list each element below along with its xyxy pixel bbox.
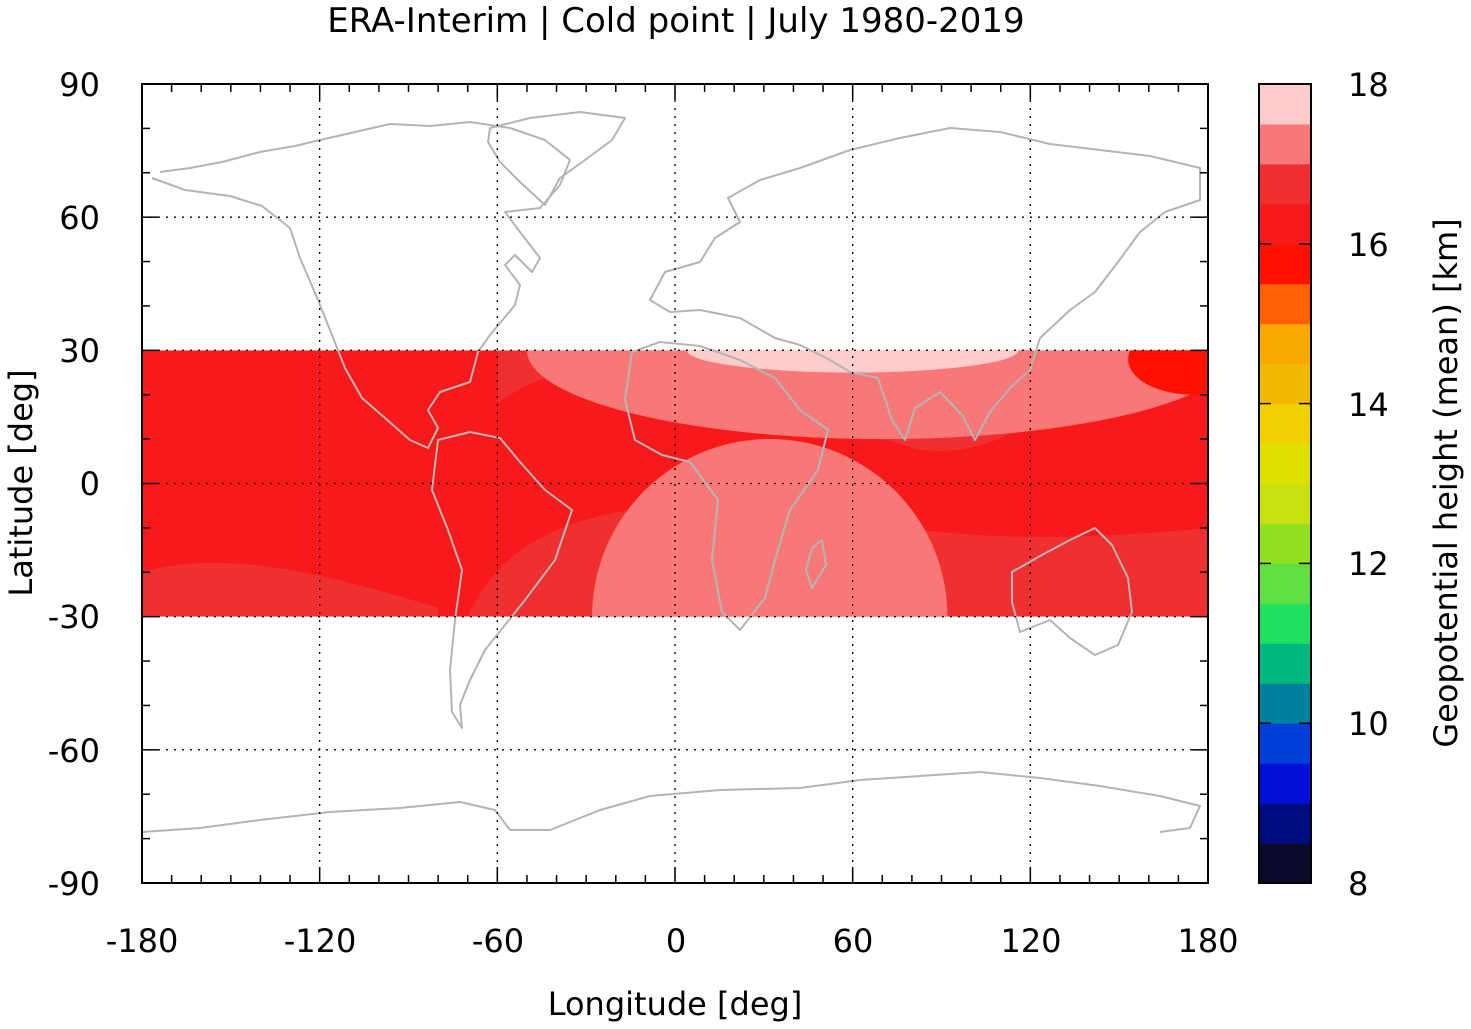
contour-arabian-tibetan-high: [527, 350, 1208, 440]
coastline-australia: [1011, 527, 1133, 656]
coastline-north-america: [151, 121, 571, 449]
x-tick-label: -120: [284, 922, 357, 960]
y-tick-label: -90: [48, 865, 100, 903]
y-axis-label: Latitude [deg]: [2, 369, 40, 596]
colorbar-tick-label: 14: [1348, 386, 1389, 424]
colorbar-swatch: [1259, 283, 1311, 325]
plot-frame: [141, 83, 1209, 884]
x-tick-label: 0: [666, 922, 686, 960]
grid: [142, 84, 1208, 883]
colorbar-tick-label: 8: [1348, 865, 1368, 903]
colorbar-swatch: [1259, 403, 1311, 445]
colorbar-frame: [1258, 83, 1312, 884]
coastline-greenland: [487, 111, 626, 206]
chart-title: ERA-Interim | Cold point | July 1980-201…: [327, 1, 1024, 41]
colorbar-swatch: [1259, 643, 1311, 684]
x-tick-label: 120: [1000, 922, 1061, 960]
colorbar-swatch: [1259, 843, 1311, 884]
y-tick-label: 0: [80, 465, 100, 503]
x-axis-label: Longitude [deg]: [548, 985, 803, 1023]
colorbar-swatch: [1259, 323, 1311, 365]
x-tick-label: -60: [472, 922, 524, 960]
y-tick-label: 90: [59, 66, 100, 104]
colorbar-swatch: [1259, 803, 1311, 844]
colorbar-swatch: [1259, 483, 1311, 524]
colorbar-swatch: [1259, 123, 1311, 165]
coastline-south-america: [431, 431, 573, 729]
colorbar-swatch: [1259, 243, 1311, 285]
colorbar-swatch: [1259, 163, 1311, 205]
y-tick-label: -60: [48, 732, 100, 770]
coastlines: [141, 111, 1201, 833]
colorbar-swatch: [1259, 683, 1311, 724]
x-tick-label: 60: [833, 922, 874, 960]
y-tick-label: 30: [59, 332, 100, 370]
x-tick-labels: -180 -120 -60 0 60 120 180: [106, 922, 1239, 960]
y-tick-label: -30: [48, 598, 100, 636]
colorbar-tick-label: 18: [1348, 66, 1389, 104]
colorbar-swatch: [1259, 523, 1311, 564]
coastline-madagascar: [805, 539, 827, 589]
coastline-antarctica: [141, 771, 1201, 833]
colorbar-swatch: [1259, 203, 1311, 245]
colorbar-tick-label: 16: [1348, 226, 1389, 264]
colorbar-swatch: [1259, 723, 1311, 764]
coastline-africa: [624, 341, 829, 631]
contour-west-pacific-north: [1128, 350, 1208, 395]
x-tick-label: 180: [1177, 922, 1238, 960]
contour-arabian-high-core: [686, 350, 1019, 373]
colorbar-label: Geopotential height (mean) [km]: [1427, 218, 1465, 747]
x-tick-label: -180: [106, 922, 179, 960]
y-tick-labels: 90 60 30 0 -30 -60 -90: [48, 66, 100, 903]
colorbar-swatch: [1259, 563, 1311, 604]
contour-southern-africa-high: [592, 439, 948, 617]
colorbar-swatch: [1259, 84, 1311, 125]
coastline-eurasia: [649, 127, 1201, 441]
colorbar-swatch: [1259, 363, 1311, 405]
colorbar-tick-label: 12: [1348, 545, 1389, 583]
colorbar-tick-labels: 18 16 14 12 10 8: [1348, 66, 1389, 903]
y-tick-label: 60: [59, 199, 100, 237]
colorbar-swatch: [1259, 763, 1311, 804]
colorbar-swatch: [1259, 443, 1311, 484]
colorbar-swatch: [1259, 603, 1311, 644]
contour-central-pacific-south: [142, 562, 439, 617]
colorbar: [1259, 83, 1311, 884]
colorbar-tick-label: 10: [1348, 705, 1389, 743]
